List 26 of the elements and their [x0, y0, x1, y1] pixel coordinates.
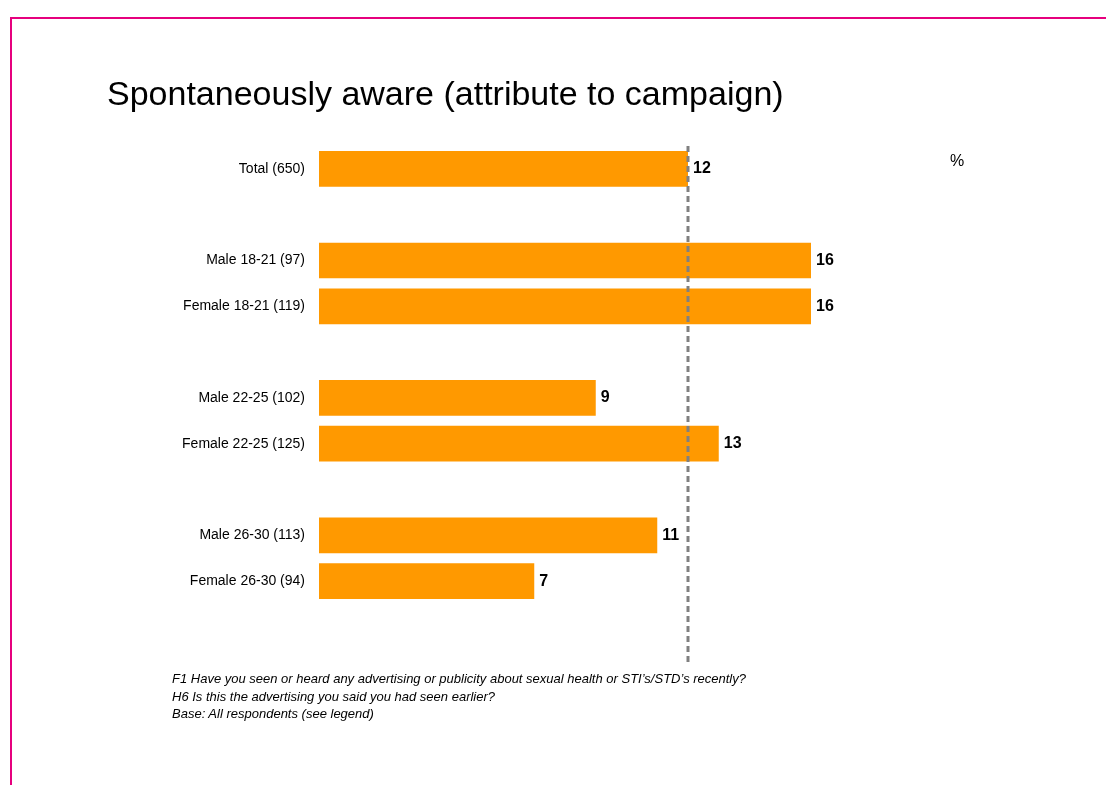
data-label: 16 — [816, 250, 834, 268]
text: H6 Is this the advertising you said you had seen earlier? — [172, 687, 497, 705]
y-tick-label: Male 18-21 (97) — [206, 251, 305, 268]
data-label: 12 — [693, 159, 711, 177]
bar — [319, 517, 658, 554]
bar — [319, 288, 811, 325]
chart-title: Spontaneously aware (attribute to campaign) — [107, 74, 784, 113]
y-tick-label: Male 26-30 (113) — [199, 526, 305, 543]
data-label: 11 — [662, 525, 680, 543]
y-tick-label: Female 18-21 (119) — [183, 297, 305, 314]
data-label: 13 — [723, 434, 742, 452]
y-tick-label: Female 22-25 (125) — [182, 434, 305, 451]
data-label: 9 — [600, 388, 610, 406]
y-tick-label: Male 22-25 (102) — [198, 388, 305, 405]
bar — [319, 380, 596, 416]
text: % — [950, 152, 965, 170]
bar — [319, 151, 688, 187]
text: F1 Have you seen or heard any advertising or publicity about sexual health or STI’s/STD’s recently? — [172, 670, 746, 688]
bar — [319, 242, 811, 279]
text: Base: All respondents (see legend) — [172, 705, 375, 723]
y-tick-label: Female 26-30 (94) — [189, 571, 305, 588]
data-label: 16 — [816, 296, 834, 314]
y-tick-label: Total (650) — [238, 159, 305, 176]
bar — [319, 425, 719, 462]
bar — [319, 563, 535, 599]
data-label: 7 — [539, 571, 549, 589]
